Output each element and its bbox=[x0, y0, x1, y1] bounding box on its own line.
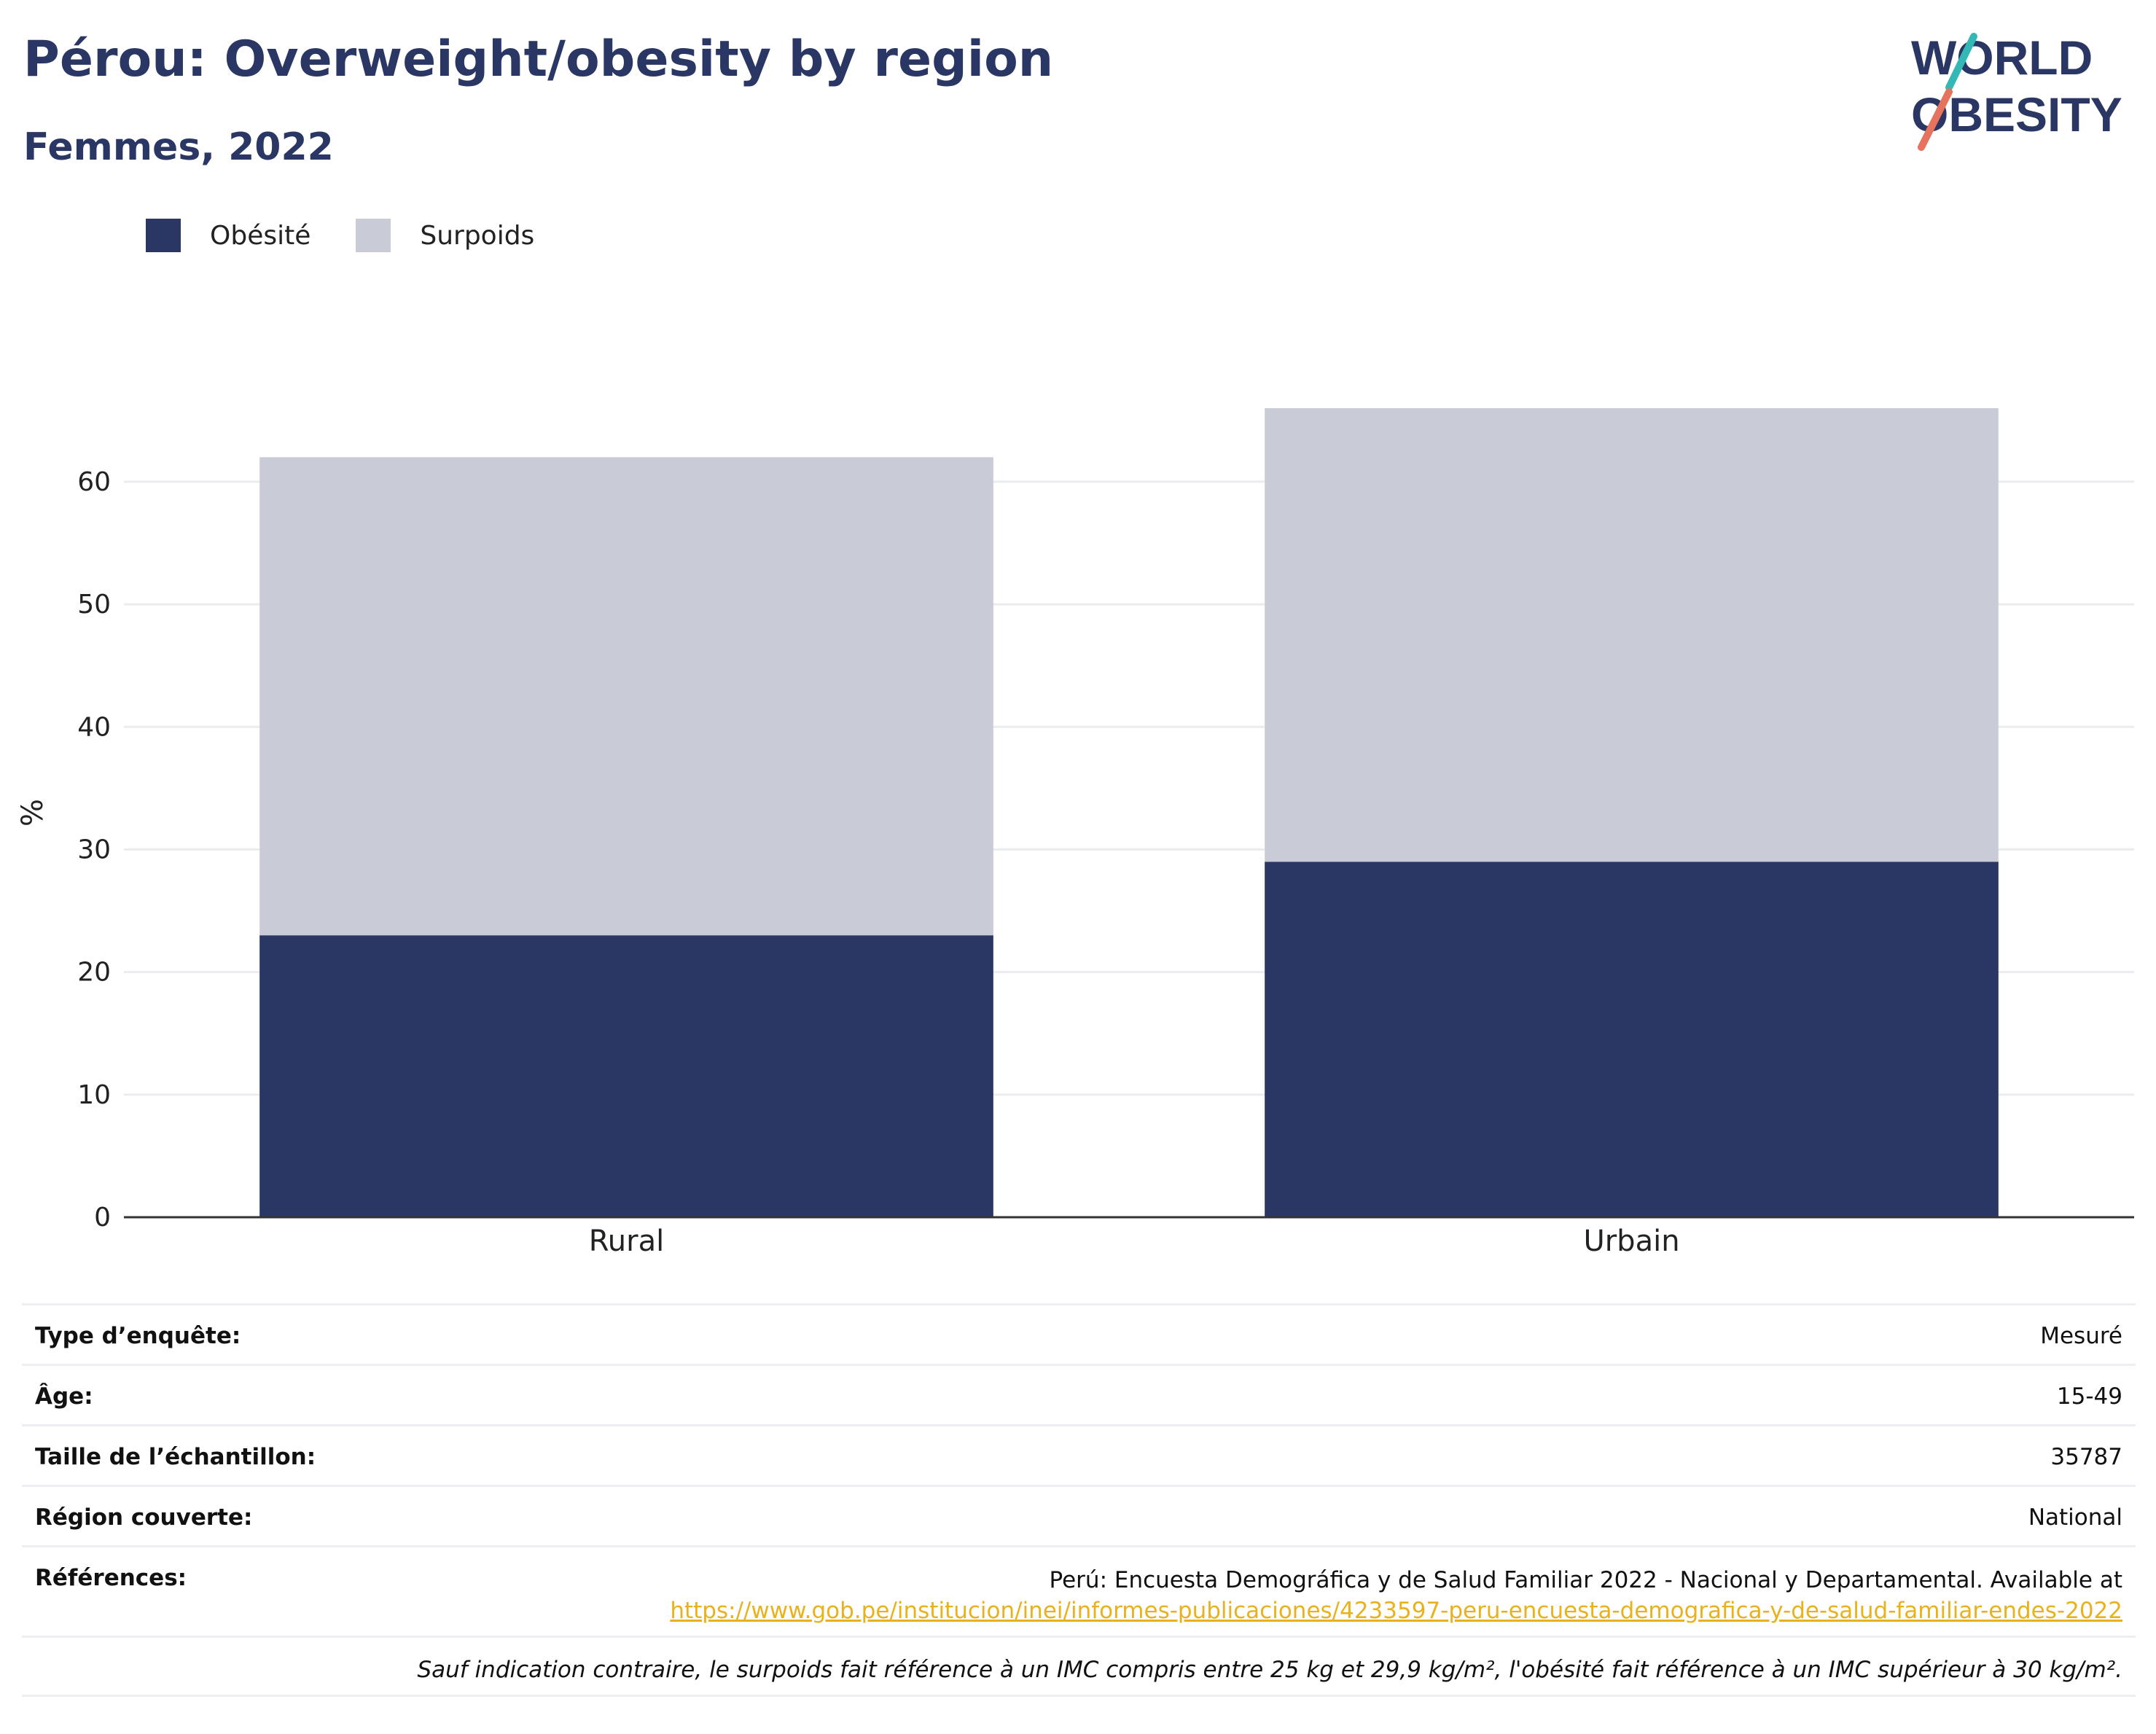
y-tick-label: 50 bbox=[77, 590, 111, 620]
survey-info-table: Type d’enquête: Mesuré Âge: 15-49 Taille… bbox=[22, 1303, 2136, 1697]
chart-subtitle: Femmes, 2022 bbox=[23, 125, 334, 169]
legend-item-overweight[interactable]: Surpoids bbox=[356, 219, 534, 252]
x-tick-label: Rural bbox=[589, 1225, 664, 1258]
chart-legend: Obésité Surpoids bbox=[146, 217, 579, 254]
info-row-age: Âge: 15-49 bbox=[22, 1364, 2136, 1424]
y-tick-label: 40 bbox=[77, 712, 111, 742]
info-label-sample-size: Taille de l’échantillon: bbox=[35, 1444, 316, 1470]
info-label-survey-type: Type d’enquête: bbox=[35, 1323, 241, 1349]
reference-link[interactable]: https://www.gob.pe/institucion/inei/info… bbox=[670, 1598, 2122, 1624]
bar-urbain-obesity bbox=[1265, 862, 1999, 1217]
info-value-age: 15-49 bbox=[2056, 1383, 2122, 1410]
reference-text: Perú: Encuesta Demográfica y de Salud Fa… bbox=[1049, 1567, 2122, 1593]
bar-rural-obesity bbox=[259, 935, 993, 1217]
definition-note-text: Sauf indication contraire, le surpoids f… bbox=[417, 1657, 2122, 1683]
info-label-age: Âge: bbox=[35, 1383, 93, 1410]
logo-slash-teal-icon bbox=[1945, 33, 1977, 91]
y-tick-label: 10 bbox=[77, 1080, 111, 1110]
y-axis-label: % bbox=[16, 799, 50, 827]
logo-slash-coral-icon bbox=[1918, 88, 1953, 151]
info-row-survey-type: Type d’enquête: Mesuré bbox=[22, 1303, 2136, 1364]
bar-rural-overweight bbox=[259, 457, 993, 936]
legend-label-obesity: Obésité bbox=[210, 220, 311, 251]
info-row-references: Références: Perú: Encuesta Demográfica y… bbox=[22, 1545, 2136, 1636]
bar-urbain-overweight bbox=[1265, 408, 1999, 862]
definition-note: Sauf indication contraire, le surpoids f… bbox=[22, 1636, 2136, 1697]
info-label-references: Références: bbox=[35, 1565, 187, 1591]
legend-swatch-obesity bbox=[146, 219, 181, 252]
info-value-region: National bbox=[2028, 1504, 2122, 1531]
logo-text-obesity: OBESITY bbox=[1911, 87, 2122, 141]
x-tick-label: Urbain bbox=[1583, 1225, 1679, 1258]
info-label-region: Région couverte: bbox=[35, 1504, 253, 1531]
y-tick-label: 60 bbox=[77, 467, 111, 497]
info-value-survey-type: Mesuré bbox=[2040, 1323, 2122, 1349]
info-row-region: Région couverte: National bbox=[22, 1485, 2136, 1545]
y-tick-label: 0 bbox=[94, 1203, 111, 1233]
y-tick-label: 20 bbox=[77, 958, 111, 988]
legend-swatch-overweight bbox=[356, 219, 391, 252]
info-value-references: Perú: Encuesta Demográfica y de Salud Fa… bbox=[670, 1565, 2122, 1626]
legend-item-obesity[interactable]: Obésité bbox=[146, 219, 310, 252]
info-row-sample-size: Taille de l’échantillon: 35787 bbox=[22, 1424, 2136, 1485]
stacked-bar-chart: 0 10 20 30 40 50 60% Rural Urbain bbox=[16, 408, 2134, 1258]
logo-text-world: WORLD bbox=[1911, 31, 2093, 85]
world-obesity-logo: WORLD OBESITY bbox=[1911, 31, 2122, 151]
info-value-sample-size: 35787 bbox=[2050, 1444, 2122, 1470]
legend-label-overweight: Surpoids bbox=[420, 220, 535, 251]
chart-title: Pérou: Overweight/obesity by region bbox=[23, 31, 1054, 88]
y-tick-label: 30 bbox=[77, 835, 111, 864]
